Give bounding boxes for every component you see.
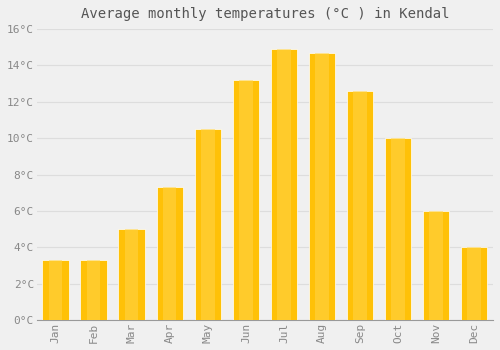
FancyBboxPatch shape [354, 91, 366, 320]
Bar [42, 260, 69, 320]
FancyBboxPatch shape [201, 129, 214, 320]
FancyBboxPatch shape [125, 229, 138, 320]
Bar [194, 129, 221, 320]
FancyBboxPatch shape [87, 260, 101, 320]
FancyBboxPatch shape [163, 187, 176, 320]
Bar [384, 138, 411, 320]
Bar [270, 49, 297, 320]
Bar [422, 211, 450, 320]
Bar [308, 53, 335, 320]
Bar [232, 80, 259, 320]
FancyBboxPatch shape [468, 247, 480, 320]
FancyBboxPatch shape [392, 138, 404, 320]
FancyBboxPatch shape [239, 80, 252, 320]
Title: Average monthly temperatures (°C ) in Kendal: Average monthly temperatures (°C ) in Ke… [80, 7, 449, 21]
Bar [156, 187, 183, 320]
FancyBboxPatch shape [277, 49, 290, 320]
Bar [118, 229, 145, 320]
Bar [80, 260, 107, 320]
Bar [460, 247, 487, 320]
FancyBboxPatch shape [316, 53, 328, 320]
FancyBboxPatch shape [49, 260, 62, 320]
Bar [346, 91, 374, 320]
FancyBboxPatch shape [430, 211, 442, 320]
